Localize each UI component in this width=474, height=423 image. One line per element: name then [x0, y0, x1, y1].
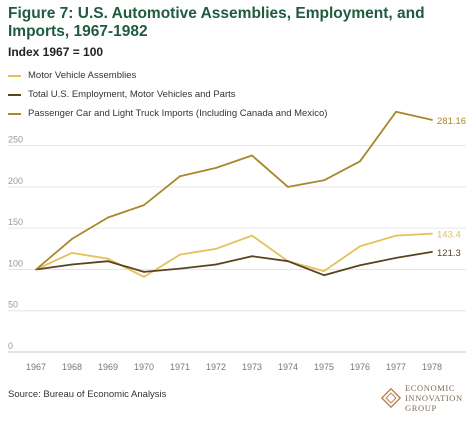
data-point: [143, 271, 145, 273]
data-point: [251, 234, 253, 237]
source-note: Source: Bureau of Economic Analysis: [8, 389, 167, 400]
legend-label-imports: Passenger Car and Light Truck Imports (I…: [28, 108, 328, 119]
data-point: [323, 274, 325, 277]
data-point: [395, 256, 397, 259]
data-point: [71, 252, 73, 254]
data-point: [107, 260, 109, 263]
x-tick-label: 1971: [170, 362, 190, 372]
data-point: [431, 232, 433, 235]
legend-swatch-imports: [8, 112, 21, 115]
x-tick-label: 1969: [98, 362, 118, 372]
x-tick-label: 1976: [350, 362, 370, 372]
x-tick-label: 1975: [314, 362, 334, 372]
legend-swatch-employment: [8, 93, 21, 96]
x-tick-label: 1978: [422, 362, 442, 372]
data-point: [287, 186, 289, 188]
eig-diamond-icon: [381, 388, 401, 408]
series-line-2: [35, 110, 433, 271]
data-point: [251, 154, 253, 157]
end-data-label: 143.4: [437, 230, 461, 241]
data-point: [215, 167, 217, 169]
data-point: [323, 179, 325, 182]
x-tick-label: 1970: [134, 362, 154, 372]
data-point: [71, 263, 73, 266]
x-tick-label: 1967: [26, 362, 46, 372]
logo-line-3: GROUP: [405, 403, 437, 413]
logo-text: ECONOMIC INNOVATION GROUP: [405, 383, 463, 413]
legend-item-imports: Passenger Car and Light Truck Imports (I…: [8, 104, 327, 123]
y-tick-label: 0: [8, 341, 13, 351]
data-point: [251, 255, 253, 258]
logo-line-1: ECONOMIC: [405, 383, 456, 393]
data-point: [323, 270, 325, 273]
data-point: [71, 238, 73, 240]
data-point: [215, 247, 217, 250]
y-tick-label: 250: [8, 135, 23, 145]
y-tick-label: 50: [8, 300, 18, 310]
legend-swatch-assemblies: [8, 74, 21, 77]
data-point: [35, 268, 37, 271]
x-tick-label: 1972: [206, 362, 226, 372]
legend: Motor Vehicle Assemblies Total U.S. Empl…: [8, 66, 327, 123]
data-point: [179, 267, 181, 270]
data-point: [143, 204, 145, 206]
data-point: [179, 253, 181, 256]
legend-item-employment: Total U.S. Employment, Motor Vehicles an…: [8, 85, 327, 104]
x-tick-label: 1977: [386, 362, 406, 372]
legend-label-employment: Total U.S. Employment, Motor Vehicles an…: [28, 89, 236, 100]
data-point: [359, 160, 361, 163]
data-point: [107, 216, 109, 219]
legend-item-assemblies: Motor Vehicle Assemblies: [8, 66, 327, 85]
y-tick-label: 100: [8, 258, 23, 268]
chart-subtitle: Index 1967 = 100: [8, 45, 104, 59]
data-point: [359, 264, 361, 267]
data-point: [215, 263, 217, 266]
series-line-0: [35, 232, 433, 278]
data-point: [143, 275, 145, 278]
data-point: [431, 119, 433, 121]
end-data-label: 281.16: [437, 116, 466, 127]
chart-title: Figure 7: U.S. Automotive Assemblies, Em…: [8, 5, 425, 40]
data-point: [395, 234, 397, 237]
x-tick-label: 1968: [62, 362, 82, 372]
legend-label-assemblies: Motor Vehicle Assemblies: [28, 70, 137, 81]
series-line-1: [35, 251, 433, 277]
data-point: [359, 245, 361, 248]
logo: ECONOMIC INNOVATION GROUP: [381, 383, 463, 413]
data-point: [107, 257, 109, 260]
data-point: [395, 110, 397, 113]
x-tick-label: 1973: [242, 362, 262, 372]
data-point: [179, 175, 181, 178]
y-tick-label: 150: [8, 217, 23, 227]
y-tick-label: 200: [8, 176, 23, 186]
data-point: [431, 250, 433, 253]
end-data-label: 121.3: [437, 248, 461, 259]
data-point: [287, 260, 289, 263]
x-tick-label: 1974: [278, 362, 298, 372]
logo-line-2: INNOVATION: [405, 393, 463, 403]
